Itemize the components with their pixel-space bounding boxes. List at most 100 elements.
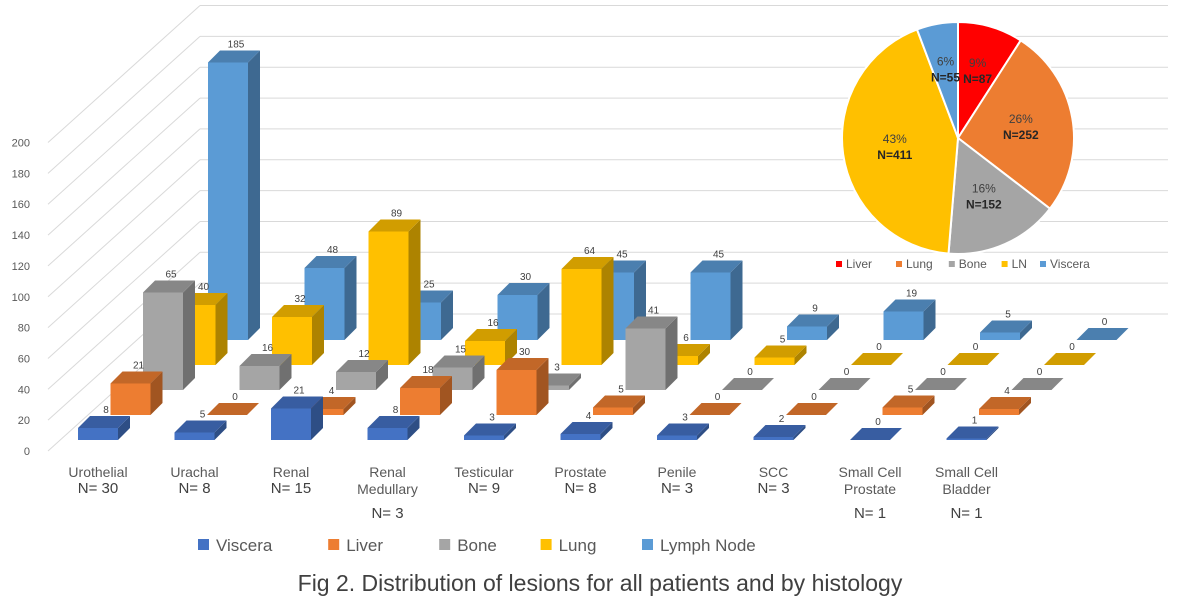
bar: [915, 378, 967, 390]
bar-front: [979, 409, 1019, 415]
bar-data-label: 45: [616, 250, 628, 261]
pie-count-label: N=152: [966, 197, 1002, 211]
bar-front: [690, 272, 731, 340]
bar-data-label: 0: [811, 392, 817, 403]
bar-side: [344, 256, 357, 340]
gridline-slant: [47, 251, 201, 390]
gridline-slant: [47, 221, 201, 359]
bar-side: [827, 314, 839, 340]
bar-data-label: 5: [618, 385, 624, 396]
bar: [980, 320, 1032, 340]
bars: [78, 50, 1129, 440]
bar-front: [336, 372, 376, 390]
pie-percent-label: 9%: [969, 56, 987, 70]
bar: [78, 416, 130, 440]
bar: [883, 299, 936, 340]
bar-data-label: 15: [455, 345, 467, 356]
legend-swatch: [642, 539, 653, 550]
pie-slice: [915, 20, 959, 139]
pie-legend-swatch: [1001, 261, 1008, 267]
bar: [818, 378, 871, 390]
bar-data-label: 5: [780, 335, 786, 346]
bar-top: [946, 426, 999, 439]
legend-item: Viscera: [198, 536, 273, 555]
bar-top: [980, 320, 1032, 333]
bar-data-label: 18: [422, 365, 434, 376]
pie-legend-item: Bone: [948, 257, 987, 271]
pie-legend-label: Lung: [906, 257, 933, 271]
bar-front: [496, 370, 537, 415]
bar: [979, 397, 1031, 415]
bar-front: [110, 383, 151, 415]
pie-legend-swatch: [896, 261, 902, 267]
pie-legend: Liver Lung Bone LN Viscera: [836, 257, 1090, 271]
y-tick-label: 160: [12, 199, 30, 211]
bar-top: [915, 378, 967, 390]
bar: [110, 371, 163, 415]
bar-side: [986, 426, 999, 440]
y-tick-label: 60: [18, 353, 30, 365]
bar-legend: Viscera Liver Bone Lung Lymph Node: [198, 536, 756, 555]
bar: [464, 423, 516, 440]
bar-side: [793, 425, 806, 440]
pie-count-label: N=252: [1003, 128, 1039, 142]
bar: [560, 422, 613, 440]
bar-side: [183, 280, 195, 390]
bar-side: [601, 257, 614, 365]
bar-data-label: 30: [519, 347, 531, 358]
bar: [690, 260, 743, 340]
bar-side: [150, 371, 163, 415]
pie-percent-label: 6%: [937, 55, 955, 69]
bar: [271, 396, 323, 440]
bar: [850, 428, 902, 440]
bar: [367, 416, 420, 440]
bar-data-label: 0: [1069, 342, 1075, 353]
pie-legend-item: Lung: [896, 257, 933, 271]
category-count: N= 8: [178, 480, 210, 497]
bar-top: [722, 378, 774, 390]
bar: [593, 395, 645, 415]
category-count: N= 3: [371, 505, 403, 522]
bar-front: [78, 428, 118, 440]
y-tick-label: 20: [18, 415, 30, 427]
bar: [207, 403, 259, 415]
bar-top: [239, 354, 292, 366]
legend-item: Bone: [439, 536, 497, 555]
bar-top: [786, 403, 838, 415]
bar: [882, 395, 935, 415]
bar: [657, 423, 709, 440]
bar-data-label: 19: [906, 289, 918, 300]
bar-data-label: 0: [232, 392, 238, 403]
bar-data-label: 12: [358, 349, 370, 360]
bar-data-label: 3: [554, 363, 560, 374]
bar: [1076, 328, 1129, 340]
bar-top: [272, 305, 324, 317]
bar: [496, 358, 549, 415]
bar-top: [368, 219, 421, 232]
bar-top: [883, 299, 936, 312]
bar-data-label: 0: [1102, 317, 1108, 328]
pie-count-label: N=55: [931, 71, 960, 85]
bar: [722, 378, 774, 390]
bar-side: [215, 293, 228, 365]
bar: [851, 353, 903, 365]
bar-top: [78, 416, 130, 428]
bar: [368, 219, 421, 365]
category-name: Penile: [658, 464, 697, 480]
bar-data-label: 5: [908, 385, 914, 396]
y-axis: 0 20 40 60 80 100 120 140 160 180 200: [12, 138, 30, 458]
bar-side: [407, 416, 420, 440]
legend-swatch: [540, 539, 552, 550]
bar-front: [464, 435, 504, 440]
bar-top: [465, 329, 517, 341]
category-name: Prostate: [844, 481, 896, 497]
bar: [946, 426, 999, 440]
bar-front: [882, 407, 923, 415]
bar-data-label: 65: [165, 270, 177, 281]
category-name: Renal: [273, 464, 310, 480]
